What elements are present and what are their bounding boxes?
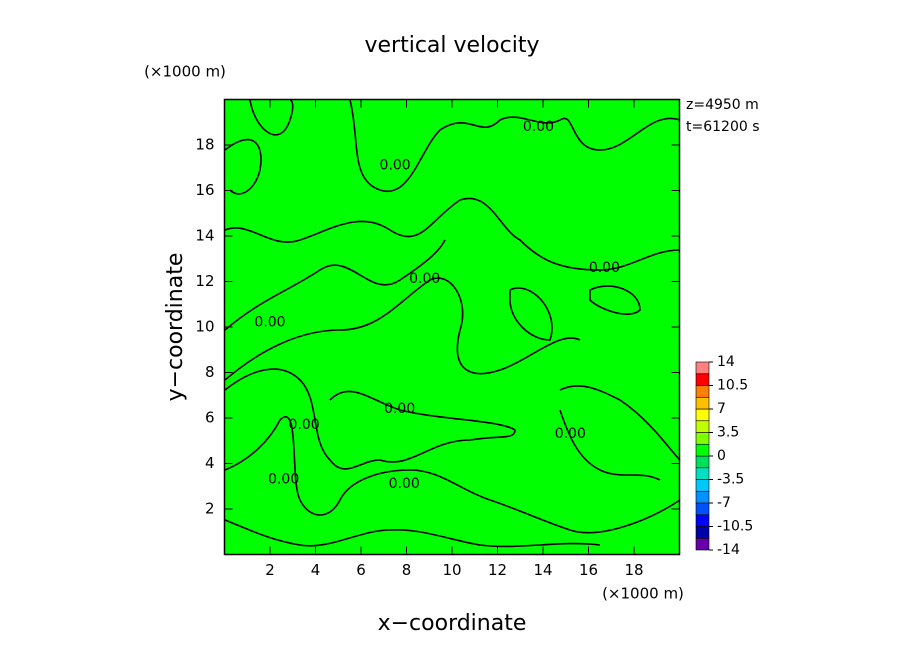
y-tick-label: 14 [195,227,214,245]
y-tick-label: 12 [195,272,214,290]
colorbar-label: 7 [717,401,726,417]
contour-label: 0.00 [254,314,285,330]
x-tick-label: 8 [402,561,412,579]
colorbar-label: 10.5 [717,378,748,394]
y-tick-label: 4 [205,454,215,472]
x-tick-label: 14 [533,561,552,579]
x-tick-label: 16 [579,561,598,579]
annotation: t=61200 s [686,119,760,135]
colorbar-segment [695,490,710,504]
colorbar-segment [695,526,710,539]
contour-label: 0.00 [268,471,299,487]
x-tick-label: 12 [488,561,507,579]
y-tick-label: 18 [195,136,214,154]
colorbar-label: -7 [717,495,731,511]
y-axis-label: y−coordinate [163,253,188,402]
contour-label: 0.00 [289,417,320,433]
colorbar-label: -3.5 [717,472,744,488]
colorbar-segment [695,502,710,516]
annotation: z=4950 m [686,97,759,113]
contour-label: 0.00 [555,426,586,442]
x-tick-label: 6 [356,561,366,579]
colorbar-label: 14 [717,354,735,370]
colorbar-segment [695,514,710,527]
y-tick-label: 2 [205,500,215,518]
y-tick-label: 10 [195,318,214,336]
x-tick-label: 18 [624,561,643,579]
y-tick-label: 6 [205,409,215,427]
colorbar-segment [695,432,710,445]
colorbar-segment [695,455,710,469]
chart-title: vertical velocity [364,33,539,58]
colorbar-segment [695,385,710,398]
colorbar-segment [695,467,710,480]
colorbar-label: -14 [717,542,740,558]
colorbar-label: -10.5 [717,519,753,535]
colorbar-segment [695,537,710,551]
contour-label: 0.00 [523,119,554,135]
contour-lines [224,99,681,548]
contour-label: 0.00 [380,157,411,173]
contour-label: 0.00 [589,260,620,276]
colorbar-segment [695,396,710,410]
contour-label: 0.00 [389,476,420,492]
x-axis-label: x−coordinate [378,611,527,636]
colorbar-segment [695,408,710,422]
colorbar-label: 3.5 [717,425,739,441]
contour-label: 0.00 [384,401,415,417]
x-tick-label: 4 [311,561,321,579]
x-tick-label: 2 [265,561,275,579]
y-tick-label: 16 [195,181,214,199]
x-unit: (×1000 m) [602,585,684,603]
colorbar-label: 0 [717,448,726,464]
y-tick-label: 8 [205,363,215,381]
contour-label: 0.00 [409,271,440,287]
x-tick-label: 10 [442,561,461,579]
colorbar-segment [695,420,710,433]
colorbar-segment [695,361,710,375]
colorbar-segment [695,373,710,386]
y-unit: (×1000 m) [144,63,226,81]
colorbar-segment [695,479,710,492]
field [224,99,680,555]
colorbar-segment [695,443,710,457]
